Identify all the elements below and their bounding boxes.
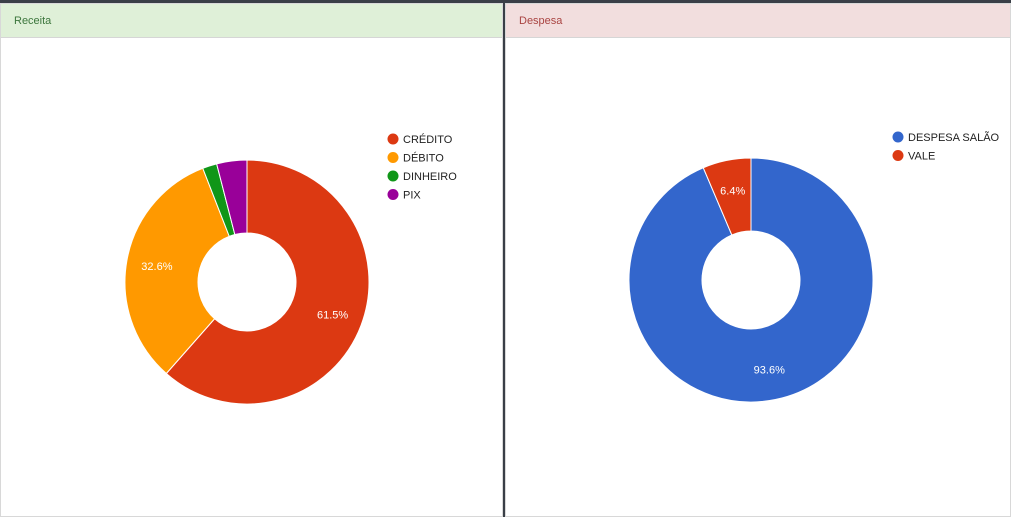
legend-label-credito[interactable]: CRÉDITO: [403, 133, 453, 146]
legend-label-dinheiro[interactable]: DINHEIRO: [403, 171, 457, 183]
slice-label-debito: 32.6%: [141, 261, 172, 273]
slice-credito[interactable]: [165, 159, 370, 405]
legend-swatch-debito[interactable]: [387, 152, 399, 163]
receita-panel: Receita 61.5% 32.6% CRÉDITO DÉBITO DINHEIRO P…: [0, 3, 503, 517]
slice-label-credito: 61.5%: [317, 309, 348, 321]
despesa-panel-header: Despesa: [506, 4, 1010, 38]
despesa-donut-chart: 93.6% 6.4% DESPESA SALÃO VALE: [628, 131, 1000, 403]
legend-swatch-vale[interactable]: [892, 150, 904, 161]
despesa-panel: Despesa 93.6% 6.4% DESPESA SALÃO VALE: [505, 3, 1011, 517]
slice-debito[interactable]: [124, 167, 230, 375]
legend-swatch-pix[interactable]: [387, 189, 399, 200]
legend-swatch-despesa-salao[interactable]: [892, 131, 904, 143]
legend-swatch-credito[interactable]: [387, 133, 399, 145]
slice-label-despesa-salao: 93.6%: [754, 365, 785, 377]
receita-panel-header: Receita: [1, 4, 502, 38]
receita-panel-title: Receita: [14, 15, 52, 27]
slice-despesa-salao[interactable]: [628, 157, 874, 403]
legend-label-vale[interactable]: VALE: [908, 151, 935, 163]
slice-pix[interactable]: [216, 159, 248, 236]
slice-vale[interactable]: [702, 157, 752, 236]
despesa-panel-title: Despesa: [519, 15, 563, 27]
legend-swatch-dinheiro[interactable]: [387, 170, 399, 182]
legend-label-debito[interactable]: DÉBITO: [403, 152, 444, 165]
receita-donut-chart: 61.5% 32.6% CRÉDITO DÉBITO DINHEIRO PIX: [124, 133, 457, 405]
legend-label-despesa-salao[interactable]: DESPESA SALÃO: [908, 131, 1000, 144]
legend-label-pix[interactable]: PIX: [403, 190, 421, 202]
slice-label-vale: 6.4%: [720, 185, 745, 197]
